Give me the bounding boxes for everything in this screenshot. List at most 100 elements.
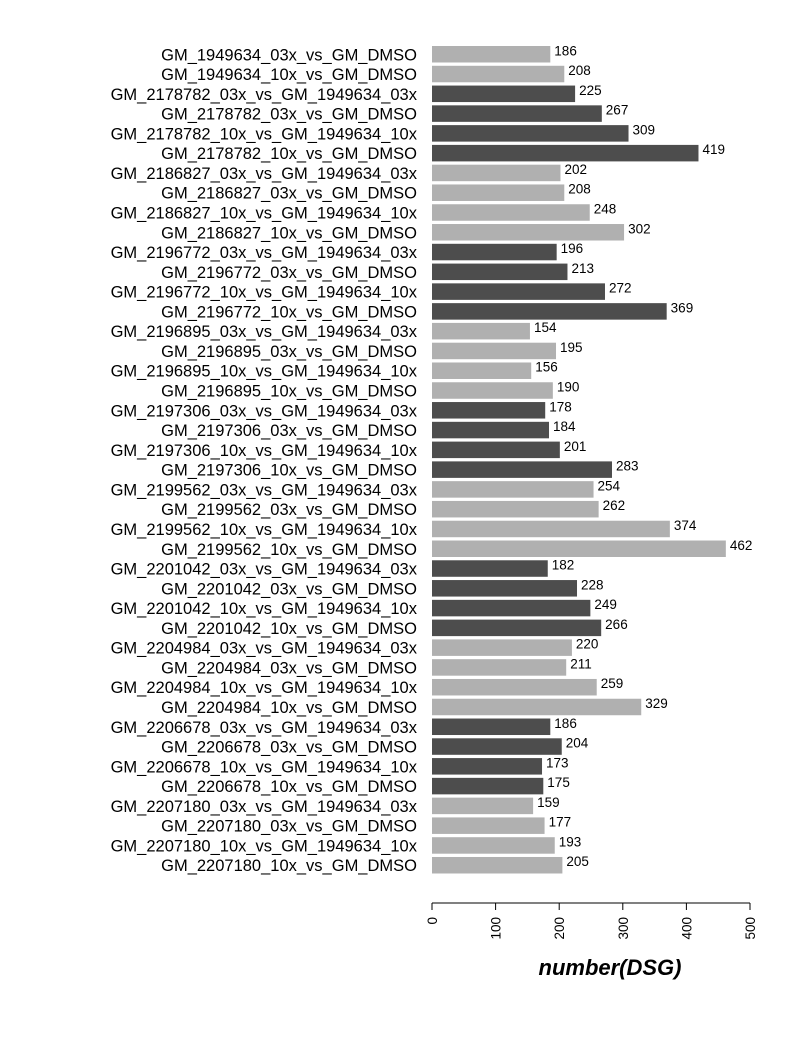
value-label: 193 [559,834,582,849]
bar [432,402,546,419]
value-label: 259 [601,676,624,691]
category-label: GM_2186827_03x_vs_GM_DMSO [161,185,417,203]
bar [432,856,563,874]
value-label: 186 [554,43,577,58]
category-label: GM_2207180_03x_vs_GM_1949634_03x [111,798,418,816]
category-label: GM_2178782_10x_vs_GM_1949634_10x [111,125,418,143]
bar [432,322,530,340]
bar [432,540,726,557]
category-label: GM_1949634_10x_vs_GM_DMSO [161,66,417,84]
category-label: GM_2178782_03x_vs_GM_DMSO [161,106,417,124]
category-labels: GM_1949634_03x_vs_GM_DMSO GM_1949634_10x_… [111,46,418,875]
value-label: 267 [606,103,629,118]
bar [432,441,560,459]
value-label: 262 [603,498,626,513]
category-label: GM_2201042_03x_vs_GM_DMSO [161,580,417,598]
bar [432,283,605,300]
bar [432,500,599,518]
category-label: GM_2197306_03x_vs_GM_1949634_03x [111,402,418,420]
value-label: 249 [594,597,617,612]
category-label: GM_2206678_10x_vs_GM_DMSO [161,778,417,796]
bar [432,421,550,439]
category-label: GM_2199562_03x_vs_GM_1949634_03x [111,481,418,499]
category-label: GM_2204984_03x_vs_GM_DMSO [161,659,417,677]
category-label: GM_2207180_10x_vs_GM_DMSO [161,857,417,875]
category-label: GM_2201042_10x_vs_GM_1949634_10x [111,600,418,618]
category-label: GM_2186827_10x_vs_GM_1949634_10x [111,204,418,222]
value-label: 211 [570,656,592,671]
x-tick-label: 100 [489,917,504,940]
value-label: 302 [628,221,651,236]
bar [432,837,555,854]
bars-layer [432,46,726,874]
bar [432,580,578,597]
bar [432,698,642,716]
bar [432,678,597,696]
category-label: GM_1949634_03x_vs_GM_DMSO [161,46,417,64]
category-label: GM_2206678_10x_vs_GM_1949634_10x [111,758,418,776]
bar [432,758,543,775]
bar [432,382,553,399]
value-label: 201 [564,439,587,454]
value-label: 225 [579,83,602,98]
x-axis: 0 100 200 300 400 500 [425,902,758,940]
bar [432,243,557,261]
x-tick-label: 500 [743,917,758,940]
value-label: 182 [552,558,575,573]
value-label: 196 [561,241,584,256]
category-label: GM_2196772_10x_vs_GM_DMSO [161,303,417,321]
value-label: 190 [557,380,580,395]
category-label: GM_2196772_03x_vs_GM_DMSO [161,264,417,282]
bar [432,461,612,478]
x-tick-label: 300 [616,917,631,940]
x-tick-label: 200 [552,917,567,940]
value-label: 208 [568,63,591,78]
bar [432,204,590,221]
value-label: 309 [633,122,656,137]
category-label: GM_2178782_03x_vs_GM_1949634_03x [111,86,418,104]
x-tick-label: 0 [425,917,440,925]
category-label: GM_2207180_10x_vs_GM_1949634_10x [111,837,418,855]
value-labels: 1862082252673094192022082483021962132723… [534,43,752,869]
value-label: 419 [702,142,725,157]
bar [432,105,602,122]
category-label: GM_2199562_10x_vs_GM_1949634_10x [111,521,418,539]
category-label: GM_2201042_03x_vs_GM_1949634_03x [111,561,418,579]
category-label: GM_2196895_03x_vs_GM_DMSO [161,343,417,361]
bar [432,718,551,736]
bar [432,224,625,241]
bar [432,520,670,538]
category-label: GM_2197306_10x_vs_GM_DMSO [161,462,417,480]
value-label: 462 [730,538,753,553]
value-label: 184 [553,419,576,434]
category-label: GM_2197306_10x_vs_GM_1949634_10x [111,442,418,460]
category-label: GM_2186827_03x_vs_GM_1949634_03x [111,165,418,183]
bar [432,125,629,142]
category-label: GM_2186827_10x_vs_GM_DMSO [161,224,417,242]
bar [432,777,544,795]
value-label: 177 [549,815,572,830]
bar [432,164,561,182]
value-label: 266 [605,617,628,632]
category-label: GM_2196772_10x_vs_GM_1949634_10x [111,284,418,302]
bar [432,46,551,63]
category-label: GM_2204984_10x_vs_GM_1949634_10x [111,679,418,697]
x-axis-title: number(DSG) [539,955,682,980]
value-label: 178 [549,399,572,414]
bar [432,639,572,656]
bar [432,797,534,815]
bar [432,659,567,676]
value-label: 173 [546,755,569,770]
category-label: GM_2196895_10x_vs_GM_DMSO [161,383,417,401]
bar [432,738,562,755]
value-label: 283 [616,459,639,474]
bar [432,599,591,617]
value-label: 254 [598,478,621,493]
category-label: GM_2206678_03x_vs_GM_DMSO [161,739,417,757]
bar [432,560,548,577]
category-label: GM_2196895_03x_vs_GM_1949634_03x [111,323,418,341]
category-label: GM_2201042_10x_vs_GM_DMSO [161,620,417,638]
bar [432,619,602,637]
